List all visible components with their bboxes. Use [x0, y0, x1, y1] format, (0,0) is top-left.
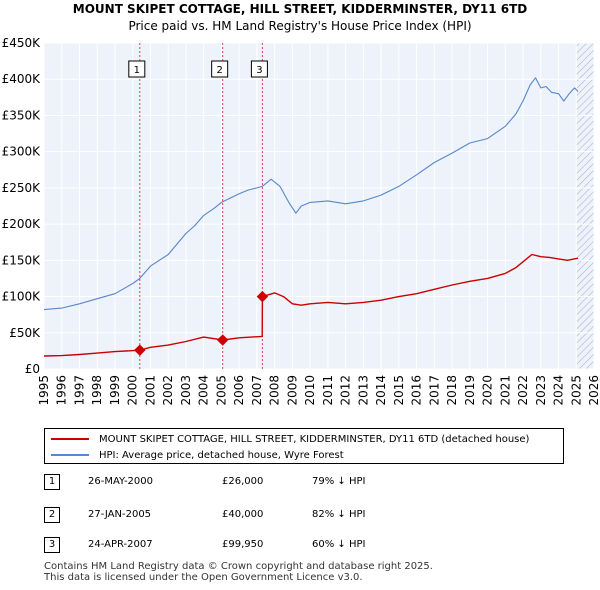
x-tick-label: 2009: [285, 375, 299, 406]
sale-number-badge: 1: [44, 474, 60, 490]
y-tick-label: £300K: [2, 145, 42, 159]
sale-row: 3 24-APR-2007 £99,950 60% ↓ HPI: [44, 537, 564, 557]
x-tick-label: 2006: [232, 375, 246, 406]
footer-copyright: Contains HM Land Registry data © Crown c…: [44, 561, 433, 572]
legend-item-hpi: HPI: Average price, detached house, Wyre…: [51, 448, 344, 462]
y-tick-label: £50K: [9, 326, 41, 340]
sale-hpi-diff: 82% ↓ HPI: [312, 509, 366, 520]
sale-number-box: [250, 60, 268, 78]
x-tick-label: 1995: [37, 375, 51, 406]
x-tick-label: 2017: [427, 375, 441, 406]
y-tick-label: £350K: [2, 108, 42, 122]
hpi-series-line: [43, 77, 579, 311]
x-tick-label: 2022: [516, 375, 530, 406]
x-tick-label: 2018: [445, 375, 459, 406]
sale-point-marker: [134, 344, 146, 356]
x-tick-label: 1996: [55, 375, 69, 406]
x-tick-label: 2000: [126, 375, 140, 406]
plot-area: [44, 43, 594, 369]
x-tick-label: 2016: [410, 375, 424, 406]
x-tick-label: 2005: [214, 375, 228, 406]
x-tick-label: 2024: [552, 375, 566, 406]
y-tick-label: £450K: [2, 36, 42, 50]
legend-property-label: MOUNT SKIPET COTTAGE, HILL STREET, KIDDE…: [99, 433, 530, 445]
sale-date: 27-JAN-2005: [88, 509, 152, 520]
sale-point-marker: [216, 334, 229, 346]
property-line-swatch: [51, 438, 89, 440]
footer: Contains HM Land Registry data © Crown c…: [44, 561, 433, 583]
y-tick-label: £100K: [2, 290, 42, 304]
sale-date: 26-MAY-2000: [88, 476, 154, 487]
y-tick-label: £0: [25, 362, 40, 376]
x-tick-label: 2003: [179, 375, 193, 406]
x-tick-label: 2014: [374, 375, 388, 406]
price-chart: 1 2 3 £0 £50K £100K £150K £200K £250K £300K £350K…: [2, 36, 600, 406]
x-tick-label: 2011: [321, 375, 335, 406]
chart-title: MOUNT SKIPET COTTAGE, HILL STREET, KIDDE…: [72, 2, 528, 16]
x-tick-label: 2008: [268, 375, 282, 406]
legend: MOUNT SKIPET COTTAGE, HILL STREET, KIDDE…: [44, 428, 564, 464]
legend-item-property: MOUNT SKIPET COTTAGE, HILL STREET, KIDDE…: [51, 432, 529, 446]
x-tick-label: 1997: [72, 375, 86, 406]
sale-hpi-diff: 79% ↓ HPI: [312, 476, 366, 487]
x-tick-label: 2015: [392, 375, 406, 406]
x-tick-label: 2021: [498, 375, 512, 406]
chart-subtitle: Price paid vs. HM Land Registry's House …: [128, 19, 472, 33]
sale-number-box: [128, 60, 146, 78]
sale-price: £26,000: [222, 476, 264, 487]
y-tick-label: £400K: [2, 72, 42, 86]
sale-number-box: [211, 60, 229, 78]
sale-number-label: 1: [134, 65, 140, 76]
sale-number-label: 2: [216, 65, 222, 76]
x-tick-label: 2026: [587, 375, 600, 406]
hpi-line-swatch: [51, 454, 89, 456]
sale-date: 24-APR-2007: [88, 539, 153, 550]
sale-point-marker: [256, 290, 269, 303]
y-tick-label: £150K: [2, 253, 42, 267]
footer-licence: This data is licensed under the Open Gov…: [44, 572, 363, 583]
property-series-line: [43, 253, 579, 357]
x-tick-label: 2020: [481, 375, 495, 406]
x-tick-label: 1999: [108, 375, 122, 406]
forecast-hatch-area: [576, 43, 594, 369]
y-tick-label: £250K: [2, 181, 42, 195]
sale-row: 2 27-JAN-2005 £40,000 82% ↓ HPI: [44, 507, 564, 527]
x-tick-label: 2013: [356, 375, 370, 406]
y-tick-label: £200K: [2, 217, 42, 231]
x-tick-label: 2025: [569, 375, 583, 406]
sale-hpi-diff: 60% ↓ HPI: [312, 539, 366, 550]
x-tick-label: 2002: [161, 375, 175, 406]
x-tick-label: 2004: [197, 375, 211, 406]
sale-number-label: 3: [256, 65, 262, 76]
x-tick-label: 2010: [303, 375, 317, 406]
x-tick-label: 2019: [463, 375, 477, 406]
legend-hpi-label: HPI: Average price, detached house, Wyre…: [99, 449, 344, 461]
sale-price: £40,000: [222, 509, 264, 520]
x-tick-label: 2012: [339, 375, 353, 406]
sale-number-badge: 3: [44, 537, 60, 553]
x-tick-label: 2023: [534, 375, 548, 406]
x-tick-label: 1998: [90, 375, 104, 406]
sale-price: £99,950: [222, 539, 264, 550]
sale-number-badge: 2: [44, 507, 60, 523]
x-tick-label: 2001: [143, 375, 157, 406]
sale-row: 1 26-MAY-2000 £26,000 79% ↓ HPI: [44, 474, 564, 494]
x-tick-label: 2007: [250, 375, 264, 406]
